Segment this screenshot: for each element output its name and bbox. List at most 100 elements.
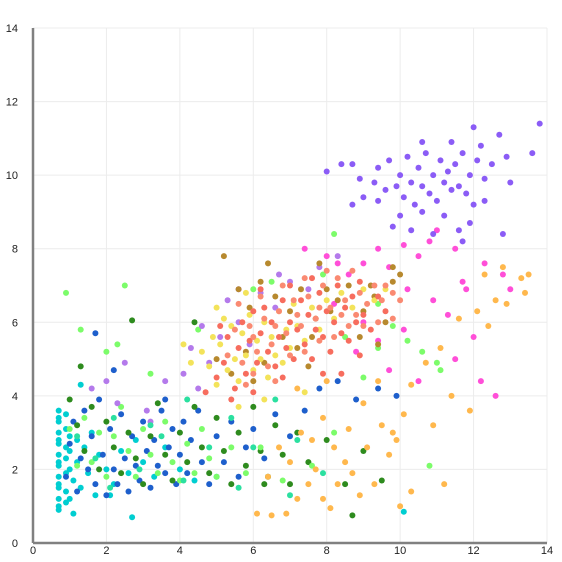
data-point [316,385,323,392]
data-point [345,282,352,289]
data-point [298,323,304,329]
data-point [309,275,315,282]
data-point [294,437,301,443]
data-point [107,484,114,491]
data-point [331,429,338,436]
data-point [448,392,455,399]
data-point [430,297,437,304]
data-point [118,470,125,477]
data-point [522,289,528,296]
data-point [345,323,352,329]
data-point [360,260,367,267]
data-point [147,484,154,491]
data-point [375,385,382,392]
data-point [272,422,279,429]
data-point [283,330,290,337]
data-point [231,326,238,333]
data-point [279,374,286,381]
data-point [375,378,382,385]
data-point [81,448,88,454]
data-point [470,334,477,340]
data-point [198,444,205,451]
data-point [180,418,187,425]
data-point [503,153,510,160]
data-point [63,473,69,480]
data-point [187,359,194,366]
data-point [224,334,231,340]
data-point [132,437,139,443]
data-point [110,433,117,440]
data-point [257,293,264,300]
data-point [235,300,242,307]
y-tick-label: 14 [6,23,18,35]
data-point [242,444,249,451]
data-point [74,433,81,440]
data-point [312,315,319,322]
x-tick-label: 14 [541,545,553,557]
data-point [393,437,400,443]
data-point [419,139,426,145]
data-point [121,455,128,462]
data-point [143,448,150,454]
data-point [360,323,367,329]
data-point [55,481,62,488]
data-point [386,367,393,374]
series-0 [55,381,407,521]
data-point [466,407,473,414]
data-point [525,271,532,278]
data-point [162,470,169,477]
y-tick-label: 8 [12,244,18,256]
data-point [356,175,363,182]
data-point [327,505,334,512]
data-point [217,323,224,329]
data-point [283,345,290,351]
data-point [257,330,264,337]
data-point [356,278,363,285]
data-point [195,326,202,333]
data-point [96,466,103,473]
data-point [158,407,165,414]
data-point [411,201,418,208]
data-point [316,260,323,267]
data-point [389,429,396,436]
data-point [356,492,363,499]
data-point [96,396,103,403]
data-point [92,455,99,462]
data-point [129,317,136,324]
data-point [448,139,455,145]
data-point [224,352,231,359]
data-point [272,352,279,359]
data-point [415,378,422,385]
data-point [279,359,286,366]
y-axis-ticks: 0 2 4 6 8 10 12 14 [6,23,18,550]
data-point [265,374,271,381]
series-3 [63,231,444,484]
data-point [55,437,62,443]
data-point [154,470,161,477]
data-point [261,315,268,322]
data-point [191,319,198,326]
data-point [327,348,334,355]
data-point [88,385,95,392]
data-point [250,378,257,385]
data-point [334,282,341,289]
data-point [419,183,426,190]
data-point [66,433,73,440]
data-point [257,286,264,293]
series-11 [224,267,404,388]
data-point [220,315,227,322]
data-point [287,308,293,315]
data-point [246,304,253,311]
data-point [235,484,242,491]
data-point [143,407,150,414]
data-point [298,297,304,304]
data-point [375,164,382,171]
data-point [261,481,268,488]
data-point [213,381,220,388]
data-point [360,286,367,293]
data-point [55,407,62,414]
data-point [342,459,349,466]
data-point [162,378,169,385]
data-point [70,418,77,425]
data-point [151,437,158,443]
